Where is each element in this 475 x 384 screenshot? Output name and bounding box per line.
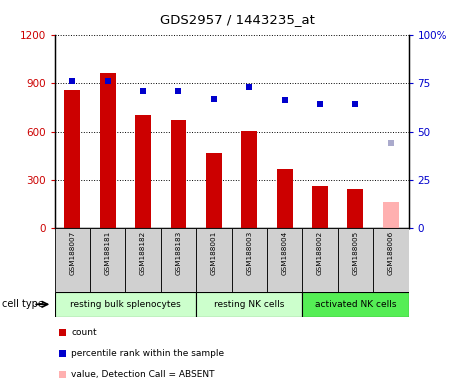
FancyBboxPatch shape bbox=[196, 228, 232, 292]
Text: value, Detection Call = ABSENT: value, Detection Call = ABSENT bbox=[72, 370, 215, 379]
Text: GSM188181: GSM188181 bbox=[104, 230, 111, 275]
FancyBboxPatch shape bbox=[302, 292, 408, 317]
Bar bbox=[135, 115, 151, 228]
Bar bbox=[241, 131, 257, 228]
Bar bbox=[64, 89, 80, 228]
FancyBboxPatch shape bbox=[302, 228, 338, 292]
FancyBboxPatch shape bbox=[55, 228, 90, 292]
Text: GSM188002: GSM188002 bbox=[317, 230, 323, 275]
FancyBboxPatch shape bbox=[338, 228, 373, 292]
Bar bbox=[383, 202, 399, 228]
Text: GDS2957 / 1443235_at: GDS2957 / 1443235_at bbox=[160, 13, 315, 26]
Text: percentile rank within the sample: percentile rank within the sample bbox=[72, 349, 225, 358]
Text: count: count bbox=[72, 328, 97, 337]
Text: GSM188005: GSM188005 bbox=[352, 230, 359, 275]
Bar bbox=[347, 189, 363, 228]
Text: resting bulk splenocytes: resting bulk splenocytes bbox=[70, 300, 181, 309]
FancyBboxPatch shape bbox=[161, 228, 196, 292]
Bar bbox=[206, 152, 222, 228]
FancyBboxPatch shape bbox=[90, 228, 125, 292]
Text: GSM188001: GSM188001 bbox=[211, 230, 217, 275]
Text: GSM188007: GSM188007 bbox=[69, 230, 76, 275]
FancyBboxPatch shape bbox=[125, 228, 161, 292]
Text: GSM188183: GSM188183 bbox=[175, 230, 181, 275]
Text: GSM188004: GSM188004 bbox=[282, 230, 288, 275]
Bar bbox=[171, 120, 187, 228]
Text: cell type: cell type bbox=[2, 299, 44, 310]
Bar bbox=[312, 185, 328, 228]
Text: resting NK cells: resting NK cells bbox=[214, 300, 285, 309]
Text: activated NK cells: activated NK cells bbox=[314, 300, 396, 309]
FancyBboxPatch shape bbox=[232, 228, 267, 292]
Bar bbox=[276, 169, 293, 228]
FancyBboxPatch shape bbox=[267, 228, 302, 292]
Text: GSM188006: GSM188006 bbox=[388, 230, 394, 275]
FancyBboxPatch shape bbox=[373, 228, 408, 292]
FancyBboxPatch shape bbox=[55, 292, 196, 317]
Text: GSM188182: GSM188182 bbox=[140, 230, 146, 275]
FancyBboxPatch shape bbox=[196, 292, 302, 317]
Text: GSM188003: GSM188003 bbox=[246, 230, 252, 275]
Bar bbox=[100, 73, 116, 228]
